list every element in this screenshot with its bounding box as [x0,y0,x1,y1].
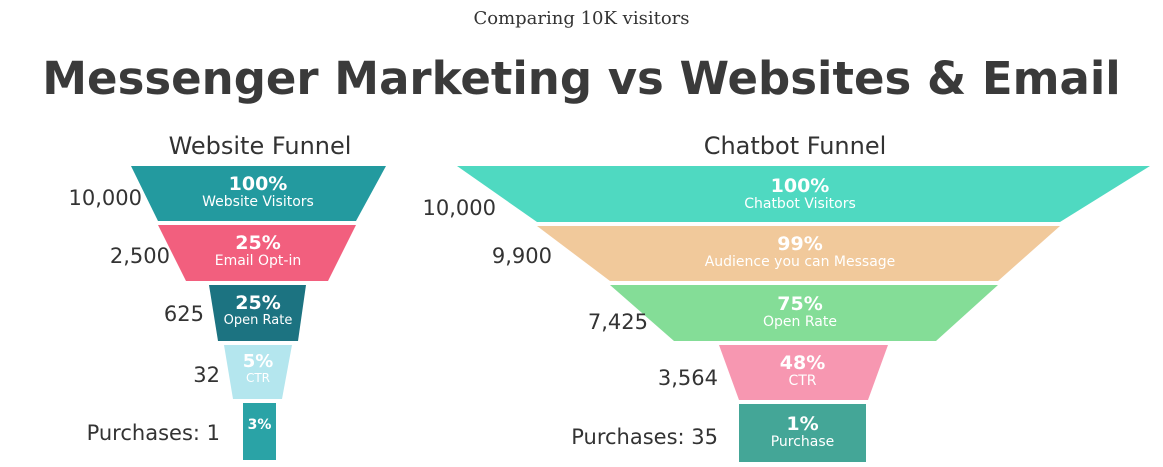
chatbot-stage-4-text: 48% CTR [740,353,865,389]
website-stage-4-pct: 5% [242,351,274,372]
website-stage-3-text: 25% Open Rate [209,293,307,328]
website-stage-2 [158,225,356,281]
website-stage-4-text: 5% CTR [224,352,292,385]
chatbot-stage-2-text: 99% Audience you can Message [650,234,950,270]
chatbot-stage-3-label: Open Rate [763,313,837,330]
website-count-3: 625 [163,302,204,326]
website-stage-5-text: 3% [243,417,276,433]
website-stage-4-label: CTR [245,370,271,385]
chatbot-count-1: 10,000 [422,196,496,220]
website-stage-4 [224,345,292,399]
chatbot-count-2: 9,900 [491,244,552,268]
chatbot-count-3: 7,425 [587,310,648,334]
chatbot-stage-2-pct: 99% [777,233,823,255]
website-stage-1-text: 100% Website Visitors [158,174,358,210]
page-title: Messenger Marketing vs Websites & Email [42,52,1121,105]
website-stage-5-pct: 3% [247,417,272,433]
website-count-2: 2,500 [109,244,170,268]
chatbot-stage-5-text: 1% Purchase [739,414,866,450]
website-stage-2-label: Email Opt-in [214,252,302,269]
website-stage-5 [243,403,276,460]
website-stage-1-label: Website Visitors [202,193,314,210]
chatbot-stage-5 [739,404,866,462]
chatbot-stage-2-label: Audience you can Message [704,253,896,270]
website-count-1: 10,000 [68,186,142,210]
chatbot-stage-3-text: 75% Open Rate [700,294,900,330]
chatbot-stage-4 [719,345,888,400]
subtitle: Comparing 10K visitors [473,8,690,29]
website-stage-1-pct: 100% [228,173,288,195]
website-stage-3-pct: 25% [235,292,281,314]
website-stage-3-label: Open Rate [223,312,293,328]
website-stage-2-text: 25% Email Opt-in [158,233,358,269]
chatbot-stage-2 [537,226,1060,281]
chatbot-stage-5-pct: 1% [786,413,819,435]
chatbot-count-5: Purchases: 35 [571,425,718,449]
website-stage-1 [131,166,386,221]
website-count-4: 32 [193,363,220,387]
chatbot-stage-3 [610,285,998,341]
chatbot-stage-3-pct: 75% [777,293,823,315]
website-stage-3 [209,285,306,341]
chatbot-stage-1-label: Chatbot Visitors [744,195,856,212]
website-count-5: Purchases: 1 [86,421,220,445]
chatbot-count-4: 3,564 [657,366,718,390]
chatbot-stage-5-label: Purchase [770,433,835,450]
chatbot-stage-1 [457,166,1150,222]
website-funnel-title: Website Funnel [168,132,352,160]
chatbot-stage-1-text: 100% Chatbot Visitors [680,176,920,212]
website-stage-2-pct: 25% [235,232,281,254]
chatbot-stage-4-label: CTR [788,372,817,389]
chatbot-funnel-title: Chatbot Funnel [703,132,887,160]
chatbot-stage-1-pct: 100% [770,175,830,197]
chatbot-stage-4-pct: 48% [779,352,826,374]
